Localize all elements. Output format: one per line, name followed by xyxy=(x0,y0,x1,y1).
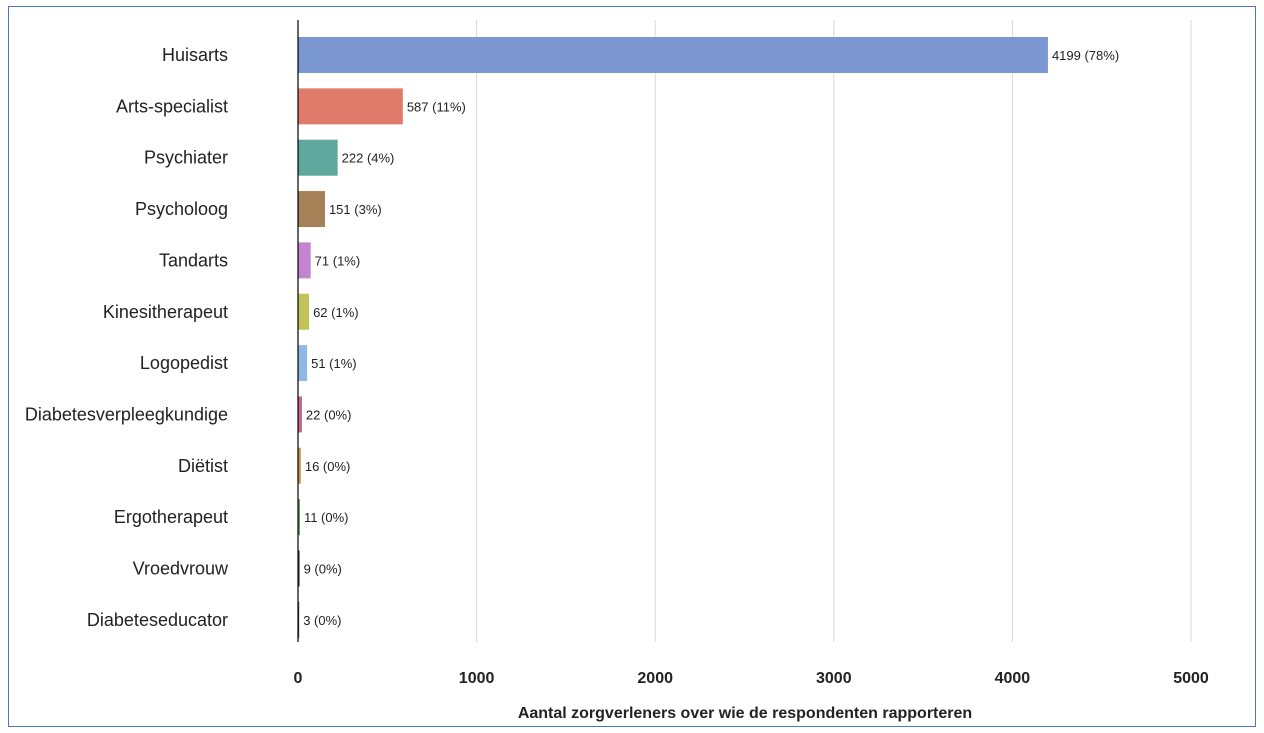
x-tick-labels: 0 1000 2000 3000 4000 5000 xyxy=(294,670,1209,687)
category-label: Arts-specialist xyxy=(116,96,228,116)
value-label: 22 (0%) xyxy=(306,407,352,422)
bar xyxy=(298,345,308,382)
value-label: 71 (1%) xyxy=(315,253,361,268)
category-label: Kinesitherapeut xyxy=(103,302,228,322)
bars xyxy=(298,37,1048,638)
value-label: 9 (0%) xyxy=(304,562,342,577)
x-axis-title: Aantal zorgverleners over wie de respond… xyxy=(518,705,972,722)
chart-frame xyxy=(8,6,1256,727)
category-label: Vroedvrouw xyxy=(133,559,229,579)
bar xyxy=(298,191,325,228)
category-labels: Huisarts Arts-specialist Psychiater Psychol… xyxy=(25,45,229,630)
gridlines xyxy=(476,20,1192,642)
bar xyxy=(298,88,403,125)
category-label: Psychiater xyxy=(144,148,228,168)
value-label: 4199 (78%) xyxy=(1052,48,1119,63)
category-label: Ergotherapeut xyxy=(114,507,228,527)
category-label: Tandarts xyxy=(159,250,228,270)
value-label: 151 (3%) xyxy=(329,202,382,217)
bar xyxy=(298,293,310,330)
bar xyxy=(298,37,1048,73)
value-label: 11 (0%) xyxy=(304,510,349,525)
bar xyxy=(298,396,302,433)
x-tick-label: 5000 xyxy=(1173,670,1209,687)
bar xyxy=(298,499,300,536)
x-tick-label: 3000 xyxy=(816,670,852,687)
x-tick-label: 1000 xyxy=(459,670,495,687)
value-label: 222 (4%) xyxy=(342,151,395,166)
value-label: 51 (1%) xyxy=(311,356,357,371)
category-label: Diabeteseducator xyxy=(87,610,228,630)
bar xyxy=(298,139,338,176)
category-label: Psycholoog xyxy=(135,199,228,219)
value-label: 587 (11%) xyxy=(407,99,466,114)
x-tick-label: 0 xyxy=(294,670,303,687)
bar xyxy=(298,447,301,484)
value-labels: 4199 (78%) 587 (11%) 222 (4%) 151 (3%) 71 (1… xyxy=(303,48,1119,628)
category-label: Diabetesverpleegkundige xyxy=(25,404,228,424)
bar xyxy=(298,550,300,587)
value-label: 16 (0%) xyxy=(305,459,351,474)
value-label: 62 (1%) xyxy=(313,305,359,320)
category-label: Huisarts xyxy=(162,45,228,65)
x-tick-label: 2000 xyxy=(637,670,673,687)
value-label: 3 (0%) xyxy=(303,613,341,628)
bar xyxy=(298,242,311,279)
category-label: Diëtist xyxy=(178,456,228,476)
x-tick-label: 4000 xyxy=(995,670,1031,687)
category-label: Logopedist xyxy=(140,353,228,373)
